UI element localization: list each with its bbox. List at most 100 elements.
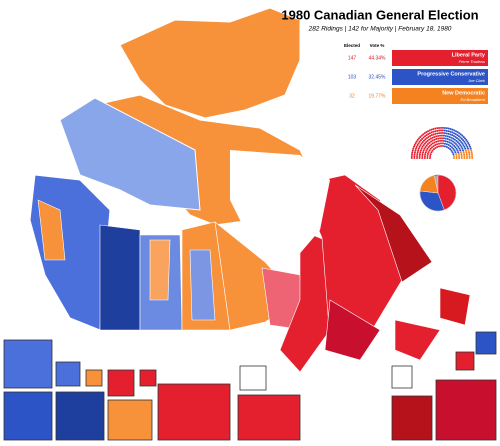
seat-dot: [449, 145, 452, 148]
seat-dot: [460, 155, 463, 158]
seat-dot: [459, 144, 462, 147]
seat-dot: [417, 142, 420, 145]
seat-dot: [424, 153, 427, 156]
seat-dot: [462, 139, 465, 142]
seat-dot: [449, 148, 452, 151]
seat-dot: [431, 136, 434, 139]
seat-dot: [418, 153, 421, 156]
seat-dot: [445, 143, 448, 146]
seat-dot: [427, 136, 430, 139]
seat-dot: [434, 144, 437, 147]
seat-dot: [424, 135, 427, 138]
seat-dot: [464, 149, 467, 152]
seat-dot: [422, 144, 425, 147]
seat-dot: [426, 147, 429, 150]
seat-dot: [429, 135, 432, 138]
seat-dot: [432, 148, 435, 151]
seat-dot: [421, 155, 424, 158]
seat-dot: [459, 133, 462, 136]
seat-dot: [455, 142, 458, 145]
seat-dot: [453, 132, 456, 135]
seat-dot: [429, 155, 432, 158]
seat-dot: [431, 146, 434, 149]
seat-dot: [430, 143, 433, 146]
seat-dot: [458, 155, 461, 158]
seat-dot: [441, 132, 444, 135]
seat-dot: [433, 135, 436, 138]
seat-dot: [438, 126, 441, 129]
pie-slice: [437, 174, 457, 211]
seat-dot: [453, 144, 456, 147]
seat-dot: [434, 132, 437, 135]
seat-dot: [453, 149, 456, 152]
seat-dot: [436, 127, 439, 130]
seat-dot: [429, 140, 432, 143]
seat-dot: [450, 142, 453, 145]
seat-dot: [453, 157, 455, 159]
seat-dot: [410, 155, 413, 158]
seat-dot: [421, 157, 424, 159]
seat-dot: [434, 146, 437, 149]
seat-dot: [458, 157, 461, 159]
party-name: Liberal Party: [452, 52, 486, 58]
seat-dot: [416, 153, 419, 156]
seat-dot: [455, 157, 458, 159]
seat-dot: [451, 151, 454, 154]
seat-dot: [462, 135, 465, 138]
seat-dot: [452, 140, 455, 143]
vote-pie: [419, 174, 457, 212]
seat-dot: [463, 153, 466, 156]
seat-dot: [471, 157, 474, 159]
seat-dot: [422, 136, 425, 139]
seat-dot: [419, 149, 422, 152]
seat-dot: [456, 141, 459, 144]
seat-dot: [468, 153, 471, 156]
seat-dot: [452, 135, 455, 138]
seat-dot: [418, 155, 421, 158]
vote-share: 19.77%: [369, 93, 387, 99]
seat-dot: [436, 132, 439, 135]
seat-dot: [460, 145, 463, 148]
seat-dot: [453, 129, 456, 132]
seat-dot: [454, 146, 457, 149]
seat-dot: [463, 137, 466, 140]
seat-dot: [465, 144, 468, 147]
seat-dot: [416, 151, 419, 154]
seat-dot: [464, 147, 467, 150]
seat-dot: [439, 134, 442, 137]
seat-dot: [421, 153, 424, 156]
seat-dot: [456, 149, 459, 152]
seat-dot: [470, 149, 473, 152]
seat-dot: [433, 141, 436, 144]
seat-dot: [436, 143, 439, 146]
seat-dot: [425, 149, 428, 152]
seat-dot: [447, 127, 450, 130]
seat-dot: [457, 145, 460, 148]
seat-dot: [419, 151, 422, 154]
seat-dot: [423, 147, 426, 150]
seat-dot: [442, 139, 445, 142]
seat-dot: [421, 137, 424, 140]
vote-share: 32.45%: [369, 74, 387, 80]
seat-dot: [432, 133, 435, 136]
seat-dot: [461, 147, 464, 150]
seat-dot: [438, 132, 441, 135]
seat-dot: [413, 155, 416, 158]
seat-dot: [463, 157, 466, 159]
seat-dot: [464, 142, 467, 145]
seat-dot: [422, 139, 425, 142]
seat-dot: [434, 130, 437, 133]
elected: 147: [348, 55, 357, 61]
seat-dot: [468, 157, 471, 159]
seat-dot: [413, 157, 416, 159]
seat-dot: [440, 132, 443, 135]
seat-dot: [450, 149, 453, 152]
party-banner: [392, 88, 488, 104]
seat-dot: [422, 151, 425, 154]
seat-dot: [416, 144, 419, 147]
seat-dot: [455, 139, 458, 142]
seat-dot: [428, 144, 431, 147]
seat-dot: [443, 126, 446, 129]
seat-dot: [420, 142, 423, 145]
